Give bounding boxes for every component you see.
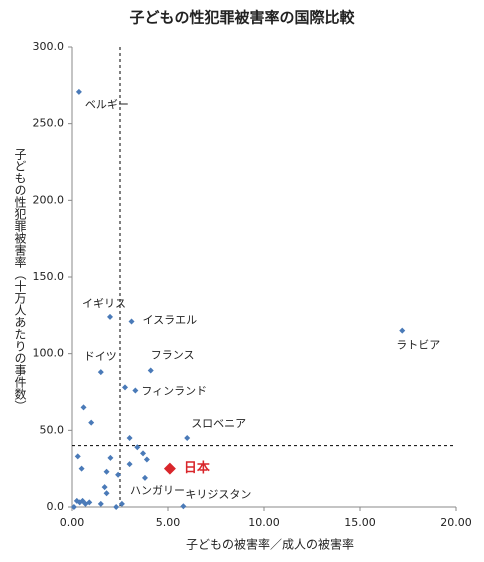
point <box>184 435 191 441</box>
x-tick-label: 0.00 <box>60 516 85 529</box>
point <box>75 88 82 95</box>
point <box>115 471 122 478</box>
point <box>143 456 150 463</box>
data-label: スロベニア <box>191 417 246 430</box>
point <box>86 499 93 506</box>
point <box>70 504 77 510</box>
point <box>103 468 110 475</box>
data-label: ベルギー <box>85 98 129 111</box>
data-label: ラトビア <box>396 339 440 352</box>
x-tick-label: 5.00 <box>156 516 181 529</box>
point <box>118 500 125 507</box>
data-label: イギリス <box>82 297 126 310</box>
point <box>126 435 133 441</box>
y-tick-label: 100.0 <box>33 347 65 360</box>
data-label: キリジスタン <box>185 488 251 501</box>
y-tick-label: 200.0 <box>33 193 65 206</box>
y-tick-label: 250.0 <box>33 117 65 130</box>
x-tick-label: 10.00 <box>248 516 280 529</box>
point <box>147 367 154 374</box>
point <box>140 450 147 457</box>
y-axis-title: 子どもの性犯罪被害率（十万人あたりの事件数） <box>13 148 27 412</box>
highlight-point <box>163 462 176 475</box>
data-label: イスラエル <box>143 313 198 326</box>
data-label: フィンランド <box>141 384 207 397</box>
data-label: ドイツ <box>84 350 117 363</box>
x-tick-label: 20.00 <box>440 516 472 529</box>
point <box>103 490 110 497</box>
point <box>128 318 135 325</box>
x-axis-title: 子どもの被害率／成人の被害率 <box>186 537 354 552</box>
point <box>97 369 104 376</box>
point <box>141 474 148 481</box>
y-tick-label: 0.0 <box>47 500 65 513</box>
y-tick-label: 50.0 <box>40 423 65 436</box>
chart-title: 子どもの性犯罪被害率の国際比較 <box>129 9 355 27</box>
point <box>180 503 187 510</box>
point <box>88 419 95 426</box>
point <box>113 504 120 510</box>
point <box>97 500 104 507</box>
point <box>399 327 406 334</box>
point <box>126 461 133 468</box>
point <box>80 404 87 411</box>
data-label: 日本 <box>184 460 210 476</box>
point <box>134 444 141 451</box>
point <box>78 465 85 472</box>
data-label: フランス <box>151 349 195 362</box>
point <box>121 384 128 391</box>
x-tick-label: 15.00 <box>344 516 376 529</box>
point <box>107 454 114 461</box>
point <box>107 313 114 320</box>
point <box>101 484 108 491</box>
y-tick-label: 150.0 <box>33 270 65 283</box>
data-label: ハンガリー <box>130 484 185 497</box>
point <box>132 387 139 394</box>
point <box>74 453 81 460</box>
y-tick-label: 300.0 <box>33 40 65 53</box>
